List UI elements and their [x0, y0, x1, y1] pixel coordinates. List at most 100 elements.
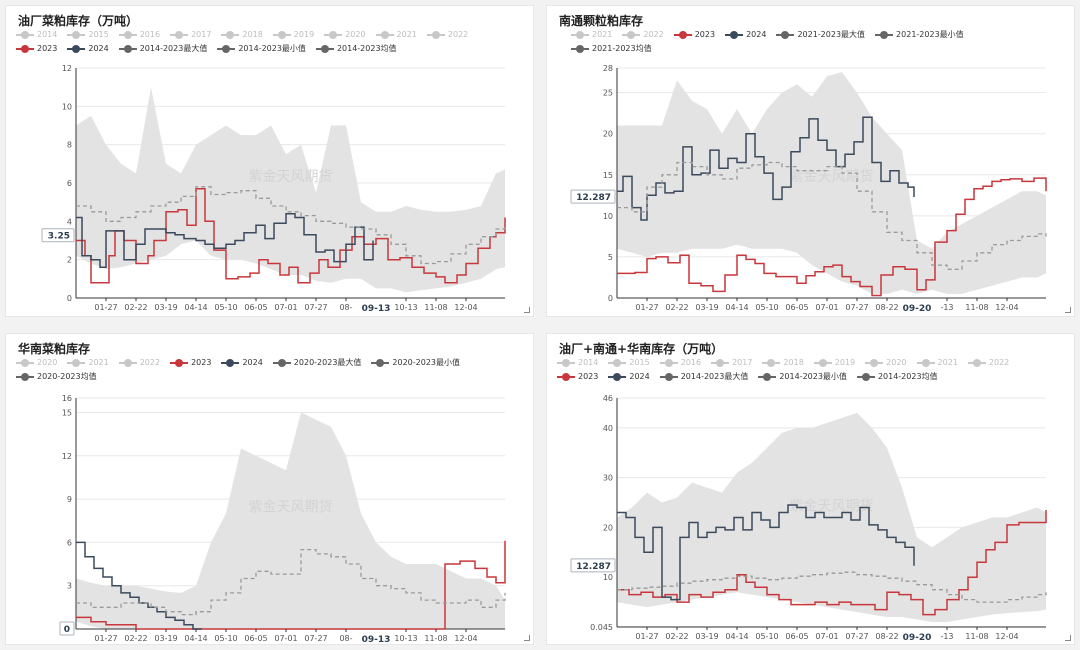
x-tick-label: 04-14: [184, 634, 207, 643]
legend-label: 2021: [396, 30, 417, 39]
legend: 2021 2022 2023 2024 2021-2023最大值 2021-2023最小值…: [571, 28, 1064, 56]
legend-item-2021[interactable]: 2021: [571, 28, 612, 42]
chart-title: 油厂菜粕库存（万吨）: [18, 14, 139, 28]
x-pointer-label: 09-20: [903, 304, 932, 314]
x-tick-label: 07-01: [274, 634, 297, 643]
legend-item-2014-2023均值[interactable]: 2014-2023均值: [856, 370, 938, 384]
legend-label: 2014-2023最小值: [779, 372, 847, 381]
legend-item-2014-2023最小值[interactable]: 2014-2023最小值: [217, 42, 306, 56]
legend-dot-icon: [324, 30, 343, 39]
chart-canvas: 0 3 6 9 12 15 16 紫金天风期货 01-27 02-22 03-19 04-14 05-1…: [59, 394, 506, 644]
watermark: 紫金天风期货: [790, 498, 874, 515]
legend-item-2021-2023最大值[interactable]: 2021-2023最大值: [776, 28, 865, 42]
resize-handle-icon[interactable]: [1065, 307, 1071, 313]
y-tick-label: 0: [608, 294, 613, 303]
legend-item-2019[interactable]: 2019: [813, 356, 855, 370]
x-tick-label: 07-27: [304, 303, 327, 312]
legend-label: 2014-2023均值: [336, 44, 397, 53]
series-line-2024: [76, 212, 374, 269]
resize-handle-icon[interactable]: [1065, 635, 1071, 641]
y-tick-label: 40: [603, 424, 613, 433]
legend-item-2016[interactable]: 2016: [659, 356, 701, 370]
y-tick-label: 15: [62, 408, 72, 417]
legend-item-2014-2023均值[interactable]: 2014-2023均值: [315, 42, 397, 56]
x-tick-label: 05-10: [755, 303, 778, 312]
y-tick-label: 12: [62, 64, 72, 73]
legend-item-2019[interactable]: 2019: [272, 28, 314, 42]
legend-item-2014-2023最大值[interactable]: 2014-2023最大值: [118, 42, 207, 56]
x-tick-label: 02-22: [665, 303, 688, 312]
x-tick-label: 07-27: [845, 632, 868, 641]
y-tick-label: 6: [67, 538, 72, 547]
legend-dot-icon: [659, 372, 678, 381]
legend-item-2020[interactable]: 2020: [16, 356, 57, 370]
x-tick-label: 11-08: [424, 634, 447, 643]
legend-item-2016[interactable]: 2016: [118, 28, 160, 42]
legend-item-2021-2023均值[interactable]: 2021-2023均值: [571, 42, 652, 56]
legend-item-2022[interactable]: 2022: [967, 356, 1009, 370]
legend-item-2024[interactable]: 2024: [725, 28, 766, 42]
legend-label: 2014-2023最小值: [238, 44, 306, 53]
legend-item-2024[interactable]: 2024: [221, 356, 263, 370]
legend-label: 2021-2023最小值: [896, 30, 964, 39]
legend-label: 2021: [937, 358, 958, 367]
series-line-2024: [76, 541, 202, 630]
legend-item-2014-2023最小值[interactable]: 2014-2023最小值: [758, 370, 847, 384]
legend-label: 2021: [88, 358, 109, 367]
legend-item-2018[interactable]: 2018: [762, 356, 804, 370]
legend-item-2014[interactable]: 2014: [557, 356, 598, 370]
panel-nantong-pellet-stock: 南通颗粒粕库存 2021 2022 2023 2024 2021-2023最大值 2021…: [546, 5, 1075, 317]
svg-text:12.287: 12.287: [576, 562, 611, 572]
legend-dot-icon: [776, 30, 795, 39]
legend-item-2020[interactable]: 2020: [324, 28, 366, 42]
legend-item-2023[interactable]: 2023: [673, 28, 715, 42]
legend-item-2023[interactable]: 2023: [557, 370, 598, 384]
legend-item-2017[interactable]: 2017: [170, 28, 211, 42]
legend-item-2024[interactable]: 2024: [608, 370, 650, 384]
legend-item-2017[interactable]: 2017: [711, 356, 752, 370]
y-tick-label: 25: [603, 89, 613, 98]
legend-label: 2021-2023均值: [592, 44, 652, 53]
legend-dot-icon: [856, 372, 875, 381]
legend-item-2020-2023均值[interactable]: 2020-2023均值: [16, 370, 97, 384]
y-pointer-label: 3.25: [41, 228, 75, 243]
legend-item-2018[interactable]: 2018: [221, 28, 263, 42]
x-tick-label: 05-10: [214, 634, 237, 643]
x-tick-label: 05-10: [755, 632, 778, 641]
legend-label: 2015: [88, 30, 109, 39]
legend-item-2020-2023最大值[interactable]: 2020-2023最大值: [272, 356, 361, 370]
legend-dot-icon: [16, 30, 34, 39]
legend-item-2015[interactable]: 2015: [67, 28, 109, 42]
legend-label: 2020-2023最小值: [392, 358, 461, 367]
x-tick-label: 06-05: [785, 632, 808, 641]
legend-item-2024[interactable]: 2024: [67, 42, 109, 56]
legend-item-2022[interactable]: 2022: [118, 356, 160, 370]
legend-dot-icon: [813, 358, 832, 367]
legend-item-2014-2023最大值[interactable]: 2014-2023最大值: [659, 370, 748, 384]
legend-item-2020[interactable]: 2020: [865, 356, 907, 370]
legend-item-2021-2023最小值[interactable]: 2021-2023最小值: [875, 28, 964, 42]
legend-item-2021[interactable]: 2021: [916, 356, 958, 370]
legend-dot-icon: [571, 44, 589, 53]
legend-dot-icon: [118, 30, 137, 39]
max-min-band: [76, 412, 505, 629]
legend-item-2023[interactable]: 2023: [16, 42, 57, 56]
legend-item-2020-2023最小值[interactable]: 2020-2023最小值: [371, 356, 460, 370]
legend-dot-icon: [170, 30, 189, 39]
legend-item-2023[interactable]: 2023: [170, 356, 211, 370]
resize-handle-icon[interactable]: [524, 635, 530, 641]
x-tick-label: 01-27: [94, 634, 117, 643]
legend-item-2022[interactable]: 2022: [426, 28, 468, 42]
legend-dot-icon: [170, 358, 189, 367]
legend-label: 2023: [578, 372, 599, 381]
legend-item-2021[interactable]: 2021: [375, 28, 417, 42]
legend-dot-icon: [916, 358, 935, 367]
resize-handle-icon[interactable]: [524, 307, 530, 313]
legend-item-2022[interactable]: 2022: [622, 28, 664, 42]
x-tick-label: 03-19: [154, 303, 177, 312]
legend-item-2014[interactable]: 2014: [16, 28, 57, 42]
chart-canvas: 0.045 10 20 30 40 46 紫金天风期货 01-27 02-22 03-19 04-1…: [570, 394, 1047, 643]
legend-item-2021[interactable]: 2021: [67, 356, 109, 370]
legend-item-2015[interactable]: 2015: [608, 356, 650, 370]
legend-dot-icon: [571, 30, 589, 39]
